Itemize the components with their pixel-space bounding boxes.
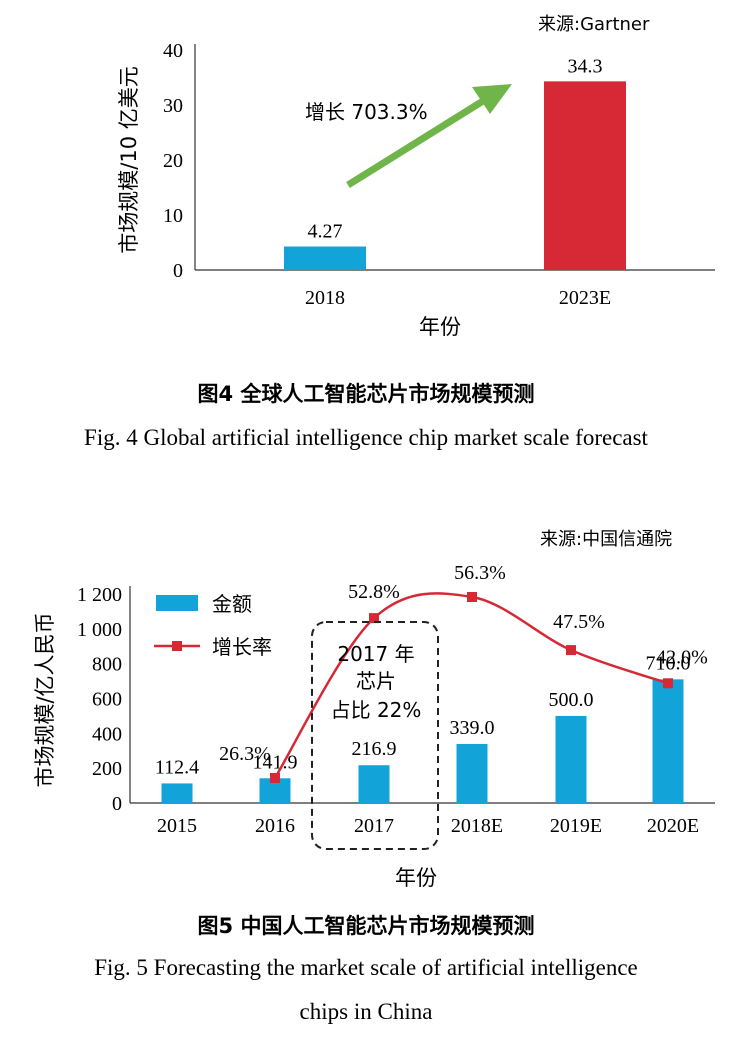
fig4-y-axis-label: 市场规模/10 亿美元 [117, 66, 141, 253]
fig5-growth-label: 56.3% [454, 562, 506, 584]
fig4-growth-arrow-head [472, 84, 512, 114]
fig5-growth-label: 26.3% [219, 743, 271, 765]
fig5-bar-2020E [652, 679, 684, 803]
fig5-caption-cn: 图5 中国人工智能芯片市场规模预测 [197, 914, 535, 938]
fig5-y-tick-label: 1 200 [77, 584, 122, 606]
fig5-x-tick-label: 2016 [255, 815, 295, 837]
fig5-growth-label: 52.8% [348, 581, 400, 603]
fig4-source: 来源:Gartner [538, 14, 650, 35]
fig5-chart: 0 200 400 600 800 1 000 1 200 市场规模/亿人民币 112.4 201… [33, 562, 715, 890]
fig4-y-tick-label: 40 [163, 40, 183, 62]
fig4-growth-annotation: 增长 703.3% [305, 100, 428, 124]
fig5-source: 来源:中国信通院 [540, 529, 673, 550]
fig5-bar-value-label: 216.9 [352, 738, 397, 760]
fig5-bar-2018E [456, 743, 488, 803]
fig4-bar-2018 [284, 246, 366, 270]
fig5-bar-value-label: 710.0 [646, 652, 691, 674]
fig5-highlight-annotation: 芯片 [356, 669, 396, 693]
fig5-legend-line-label: 增长率 [212, 635, 272, 659]
fig5-y-tick-label: 800 [92, 654, 122, 676]
fig5-growth-marker [566, 645, 576, 656]
fig4-bar-value-label: 34.3 [568, 55, 603, 77]
fig5-bar-value-label: 112.4 [155, 756, 199, 778]
fig4-y-tick-label: 10 [163, 205, 183, 227]
fig5-legend-bar-label: 金额 [212, 592, 252, 616]
fig4-growth-arrow-shaft [346, 98, 485, 188]
fig5-x-tick-label: 2017 [354, 815, 394, 837]
fig5-growth-marker [270, 773, 280, 783]
fig5-caption-en-line2: chips in China [299, 999, 433, 1024]
fig4-bar-value-label: 4.27 [308, 221, 343, 243]
fig5-y-axis-label: 市场规模/亿人民币 [33, 612, 57, 787]
fig5-bar-value-label: 339.0 [450, 717, 495, 739]
fig5-growth-marker [467, 592, 477, 602]
fig5-legend-bar-swatch [156, 595, 198, 611]
fig5-x-tick-label: 2018E [451, 815, 503, 837]
fig5-growth-marker [663, 678, 673, 689]
fig4-y-tick-label: 20 [163, 150, 183, 172]
fig5-bar-2019E [555, 715, 587, 803]
figure-4: 来源:Gartner 0 10 20 30 40 市场规模/10 亿美元 4.27 2018 3… [0, 0, 732, 470]
fig5-growth-label: 42.0% [656, 646, 708, 668]
fig5-x-tick-label: 2019E [550, 815, 602, 837]
fig5-bar-2017 [358, 765, 390, 803]
fig5-bar-2015 [161, 783, 193, 803]
figure-5: 来源:中国信通院 0 200 400 600 800 1 000 1 200 市场规模/亿人民… [0, 515, 732, 1038]
fig5-y-tick-label: 400 [92, 723, 122, 745]
fig5-x-tick-label: 2015 [157, 815, 197, 837]
fig4-y-tick-label: 30 [163, 95, 183, 117]
fig5-growth-marker [369, 613, 379, 624]
fig5-y-tick-label: 1 000 [77, 619, 122, 641]
fig5-y-tick-label: 200 [92, 758, 122, 780]
fig5-highlight-box-2017 [311, 621, 439, 850]
fig5-growth-label: 47.5% [553, 611, 605, 633]
fig5-y-tick-label: 600 [92, 689, 122, 711]
fig5-legend-line-marker [172, 641, 182, 651]
fig4-chart: 0 10 20 30 40 市场规模/10 亿美元 4.27 2018 34.3 2023E 年份 增… [117, 40, 715, 339]
fig5-highlight-annotation: 2017 年 [337, 642, 414, 666]
fig5-caption-en-line1: Fig. 5 Forecasting the market scale of a… [94, 955, 638, 980]
fig4-bar-2023E [544, 81, 626, 270]
fig4-caption-en: Fig. 4 Global artificial intelligence ch… [84, 425, 648, 450]
fig5-y-tick-label: 0 [112, 793, 122, 815]
fig5-bar-value-label: 500.0 [549, 689, 594, 711]
fig5-x-tick-label: 2020E [647, 815, 699, 837]
fig4-caption-cn: 图4 全球人工智能芯片市场规模预测 [197, 382, 535, 406]
fig4-x-tick-label: 2018 [305, 287, 345, 309]
fig5-highlight-annotation: 占比 22% [331, 698, 422, 722]
fig5-x-axis-label: 年份 [395, 866, 437, 890]
fig4-y-tick-label: 0 [173, 260, 183, 282]
fig4-x-tick-label: 2023E [559, 287, 611, 309]
fig4-x-axis-label: 年份 [419, 315, 461, 339]
